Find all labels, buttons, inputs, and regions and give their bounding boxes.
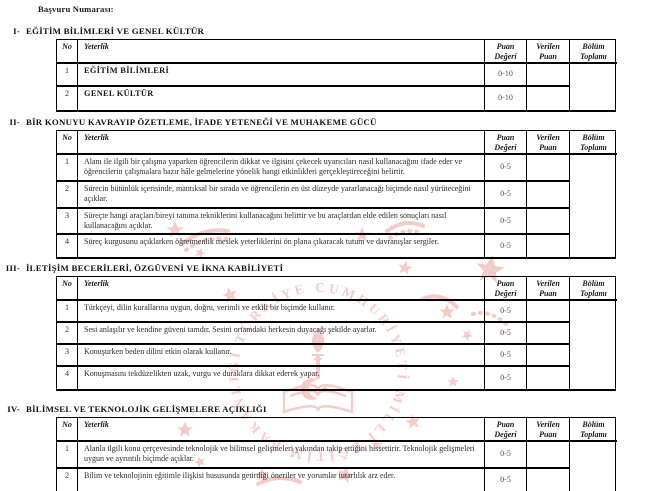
section-title: İLETİŞİM BECERİLERİ, ÖZGÜVENİ VE İKNA KA… [26,263,284,273]
section-total-cell [570,64,617,110]
score-range-cell: 0-5 [485,301,527,323]
given-score-cell [527,235,570,258]
row-number-cell: 1 [57,442,78,469]
col-header-verilen-puan: Verilen Puan [527,131,570,155]
score-range-cell: 0-5 [485,323,527,345]
col-header-verilen-puan: Verilen Puan [527,40,570,64]
section-numeral: II- [9,117,20,127]
given-score-cell [527,367,570,389]
col-header-bolum-toplami: Bölüm Toplamı [570,40,617,64]
score-range-cell: 0-10 [485,64,527,87]
application-number-label: Başvuru Numarası: [38,4,114,14]
competency-text-cell: Alanla ilgili konu çerçevesinde teknoloj… [78,442,485,469]
score-range-cell: 0-5 [485,468,527,491]
row-number-cell: 3 [57,345,78,367]
competency-text-cell: GENEL KÜLTÜR [78,87,485,110]
score-range-cell: 0-5 [485,208,527,236]
section-heading: IV- BİLİMSEL VE TEKNOLOJİK GELİŞMELERE A… [0,404,645,414]
score-range-cell: 0-5 [485,235,527,258]
given-score-cell [527,468,570,491]
competency-table: No Yeterlik Puan Değeri Verilen Puan Bölüm T… [56,39,617,112]
given-score-cell [527,208,570,236]
col-header-puan-degeri: Puan Değeri [485,40,527,64]
competency-table: No Yeterlik Puan Değeri Verilen Puan Bölüm T… [56,417,617,491]
col-header-verilen-puan: Verilen Puan [527,418,570,442]
col-header-bolum-toplami: Bölüm Toplamı [570,131,617,155]
given-score-cell [527,301,570,323]
col-header-bolum-toplami: Bölüm Toplamı [570,277,617,301]
section-title: BİLİMSEL VE TEKNOLOJİK GELİŞMELERE AÇIKL… [26,404,267,414]
score-range-cell: 0-5 [485,155,527,182]
score-range-cell: 0-5 [485,345,527,367]
row-number-cell: 2 [57,87,78,110]
score-range-cell: 0-5 [485,181,527,209]
row-number-cell: 2 [57,468,78,491]
col-header-no: No [57,418,78,442]
row-number-cell: 1 [57,155,78,182]
competency-table: No Yeterlik Puan Değeri Verilen Puan Bölüm T… [56,276,617,391]
given-score-cell [527,87,570,110]
col-header-puan-degeri: Puan Değeri [485,131,527,155]
section-heading: III- İLETİŞİM BECERİLERİ, ÖZGÜVENİ VE İK… [0,263,645,273]
competency-text-cell: EĞİTİM BİLİMLERİ [78,64,485,87]
row-number-cell: 3 [57,208,78,236]
row-number-cell: 1 [57,64,78,87]
competency-text-cell: Konuşmasını tekdüzelikten uzak, vurgu ve… [78,367,485,389]
section-total-cell [570,155,617,257]
col-header-puan-degeri: Puan Değeri [485,418,527,442]
row-number-cell: 1 [57,301,78,323]
given-score-cell [527,442,570,469]
col-header-no: No [57,40,78,64]
competency-text-cell: Sürecin bütünlük içerisinde, mantıksal b… [78,181,485,209]
section-heading: I- EĞİTİM BİLİMLERİ VE GENEL KÜLTÜR [0,26,645,36]
col-header-yeterlik: Yeterlik [78,131,485,155]
col-header-yeterlik: Yeterlik [78,40,485,64]
section-title: BİR KONUYU KAVRAYIP ÖZETLEME, İFADE YETE… [26,117,377,127]
row-number-cell: 4 [57,367,78,389]
given-score-cell [527,181,570,209]
col-header-bolum-toplami: Bölüm Toplamı [570,418,617,442]
row-number-cell: 4 [57,235,78,258]
competency-text-cell: Süreç kurgusunu açıklarken öğretmenlik m… [78,235,485,258]
given-score-cell [527,323,570,345]
section-heading: II- BİR KONUYU KAVRAYIP ÖZETLEME, İFADE … [0,117,645,127]
evaluation-section: II- BİR KONUYU KAVRAYIP ÖZETLEME, İFADE … [0,117,645,260]
given-score-cell [527,155,570,182]
section-numeral: III- [5,263,20,273]
section-numeral: IV- [7,404,20,414]
competency-text-cell: Konuşurken beden dilini etkin olarak kul… [78,345,485,367]
section-total-cell [570,301,617,389]
competency-text-cell: Bilim ve teknolojinin eğitimle ilişkisi … [78,468,485,491]
evaluation-section: III- İLETİŞİM BECERİLERİ, ÖZGÜVENİ VE İK… [0,263,645,391]
evaluation-section: I- EĞİTİM BİLİMLERİ VE GENEL KÜLTÜR No Ye… [0,26,645,112]
col-header-puan-degeri: Puan Değeri [485,277,527,301]
col-header-yeterlik: Yeterlik [78,418,485,442]
score-range-cell: 0-5 [485,442,527,469]
given-score-cell [527,64,570,87]
competency-text-cell: Süreçte hangi araçları/bireyi tanıma tek… [78,208,485,236]
score-range-cell: 0-5 [485,367,527,389]
row-number-cell: 2 [57,323,78,345]
col-header-yeterlik: Yeterlik [78,277,485,301]
competency-text-cell: Sesi anlaşılır ve kendine güveni tamdır.… [78,323,485,345]
section-total-cell [570,442,617,491]
score-range-cell: 0-10 [485,87,527,110]
col-header-no: No [57,277,78,301]
competency-text-cell: Alanı ile ilgili bir çalışma yaparken öğ… [78,155,485,182]
competency-text-cell: Türkçeyi, dilin kurallarına uygun, doğru… [78,301,485,323]
section-title: EĞİTİM BİLİMLERİ VE GENEL KÜLTÜR [26,26,205,36]
row-number-cell: 2 [57,181,78,209]
given-score-cell [527,345,570,367]
competency-table: No Yeterlik Puan Değeri Verilen Puan Bölüm T… [56,130,617,260]
col-header-no: No [57,131,78,155]
evaluation-section: IV- BİLİMSEL VE TEKNOLOJİK GELİŞMELERE A… [0,404,645,491]
section-numeral: I- [13,26,20,36]
col-header-verilen-puan: Verilen Puan [527,277,570,301]
